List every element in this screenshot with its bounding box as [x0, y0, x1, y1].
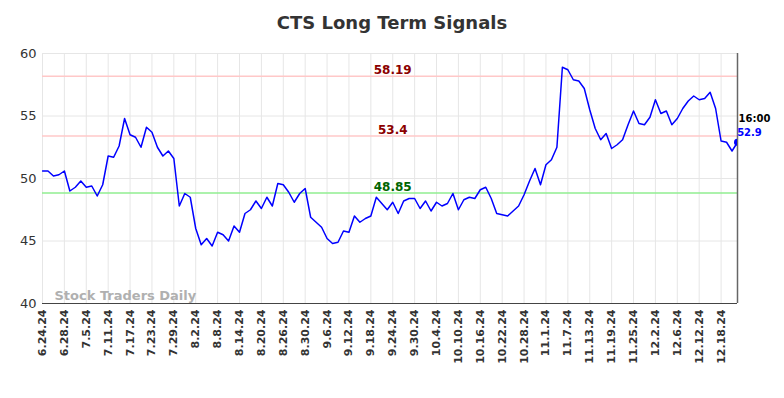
- svg-text:12.18.24: 12.18.24: [715, 309, 728, 364]
- svg-text:8.14.24: 8.14.24: [233, 309, 246, 356]
- svg-text:11.19.24: 11.19.24: [605, 309, 618, 364]
- svg-text:53.4: 53.4: [378, 123, 408, 137]
- svg-text:16:00: 16:00: [739, 113, 771, 124]
- svg-text:11.25.24: 11.25.24: [627, 309, 640, 364]
- svg-text:10.22.24: 10.22.24: [496, 309, 509, 364]
- html-text:CTS Long Term Signals: CTS Long Term Signals: [276, 12, 508, 33]
- svg-text:8.30.24: 8.30.24: [299, 309, 312, 356]
- svg-text:9.18.24: 9.18.24: [364, 309, 377, 356]
- svg-text:8.26.24: 8.26.24: [277, 309, 290, 356]
- svg-text:55: 55: [20, 108, 37, 123]
- svg-text:7.29.24: 7.29.24: [167, 309, 180, 356]
- svg-text:10.10.24: 10.10.24: [452, 309, 465, 364]
- svg-text:9.12.24: 9.12.24: [342, 309, 355, 356]
- svg-text:7.17.24: 7.17.24: [124, 309, 137, 356]
- svg-text:48.85: 48.85: [374, 180, 412, 194]
- svg-text:10.16.24: 10.16.24: [474, 309, 487, 364]
- svg-text:9.6.24: 9.6.24: [321, 309, 334, 348]
- svg-text:12.6.24: 12.6.24: [671, 309, 684, 356]
- svg-text:10.28.24: 10.28.24: [518, 309, 531, 364]
- svg-text:7.5.24: 7.5.24: [80, 309, 93, 348]
- svg-text:45: 45: [20, 233, 37, 248]
- svg-text:9.24.24: 9.24.24: [386, 309, 399, 356]
- svg-text:8.2.24: 8.2.24: [189, 309, 202, 348]
- svg-text:60: 60: [20, 46, 37, 61]
- svg-text:8.8.24: 8.8.24: [211, 309, 224, 348]
- svg-text:52.9: 52.9: [737, 127, 762, 138]
- svg-text:6.28.24: 6.28.24: [58, 309, 71, 356]
- svg-text:6.24.24: 6.24.24: [36, 309, 49, 356]
- svg-text:12.12.24: 12.12.24: [693, 309, 706, 364]
- svg-text:50: 50: [20, 171, 37, 186]
- svg-text:12.2.24: 12.2.24: [649, 309, 662, 356]
- svg-text:58.19: 58.19: [374, 63, 412, 77]
- svg-text:11.13.24: 11.13.24: [583, 309, 596, 364]
- svg-text:11.1.24: 11.1.24: [539, 309, 552, 356]
- svg-text:Stock Traders Daily: Stock Traders Daily: [55, 288, 197, 303]
- svg-text:7.23.24: 7.23.24: [145, 309, 158, 356]
- svg-text:10.4.24: 10.4.24: [430, 309, 443, 356]
- svg-text:9.30.24: 9.30.24: [408, 309, 421, 356]
- svg-text:8.20.24: 8.20.24: [255, 309, 268, 356]
- svg-text:11.7.24: 11.7.24: [561, 309, 574, 356]
- svg-text:7.11.24: 7.11.24: [102, 309, 115, 356]
- svg-text:40: 40: [20, 296, 37, 311]
